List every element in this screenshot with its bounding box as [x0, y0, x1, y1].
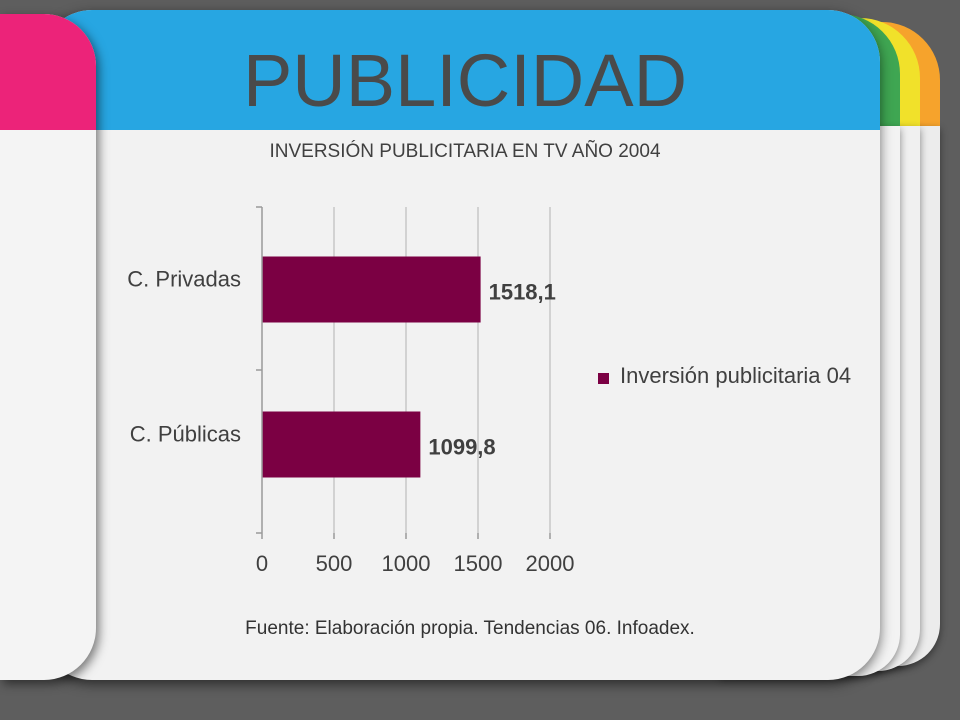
x-tick-label: 0 — [256, 551, 268, 576]
chart-gridlines — [333, 207, 551, 533]
bar — [262, 411, 421, 478]
page-title: PUBLICIDAD — [242, 39, 688, 122]
data-label: 1518,1 — [489, 280, 556, 305]
legend-swatch — [598, 373, 609, 384]
chart-title: INVERSIÓN PUBLICITARIA EN TV AÑO 2004 — [269, 141, 661, 162]
x-tick-label: 500 — [316, 551, 353, 576]
data-label: 1099,8 — [428, 435, 495, 460]
x-tick-label: 1000 — [382, 551, 431, 576]
category-label: C. Privadas — [127, 267, 241, 292]
category-label: C. Públicas — [130, 422, 241, 447]
x-tick-label: 2000 — [526, 551, 575, 576]
chart-tick-labels: 0 500 1000 1500 2000 — [256, 551, 575, 576]
chart-data-labels: 1518,1 1099,8 — [428, 280, 556, 460]
main-card-header — [40, 10, 880, 130]
main-card — [40, 10, 880, 680]
x-tick-label: 1500 — [454, 551, 503, 576]
source-note: Fuente: Elaboración propia. Tendencias 0… — [245, 618, 695, 639]
chart-axes — [256, 206, 551, 539]
left-card — [0, 14, 96, 680]
left-card-header — [0, 14, 96, 130]
bar — [262, 256, 481, 323]
chart-bars — [262, 256, 481, 478]
chart-category-labels: C. Privadas C. Públicas — [127, 267, 241, 447]
legend-label: Inversión publicitaria 04 — [620, 363, 852, 388]
